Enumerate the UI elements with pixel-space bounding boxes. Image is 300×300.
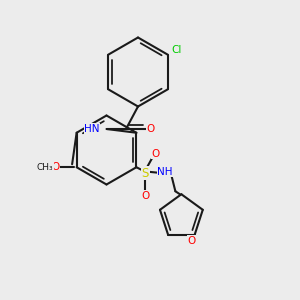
Text: HN: HN <box>84 124 100 134</box>
Text: NH: NH <box>157 167 172 177</box>
Text: O: O <box>152 149 160 159</box>
Text: O: O <box>52 162 60 172</box>
Text: Cl: Cl <box>172 45 182 55</box>
Text: O: O <box>141 191 149 201</box>
Text: O: O <box>147 124 155 134</box>
Text: CH₃: CH₃ <box>37 163 53 172</box>
Text: S: S <box>142 167 149 180</box>
Text: O: O <box>188 236 196 246</box>
